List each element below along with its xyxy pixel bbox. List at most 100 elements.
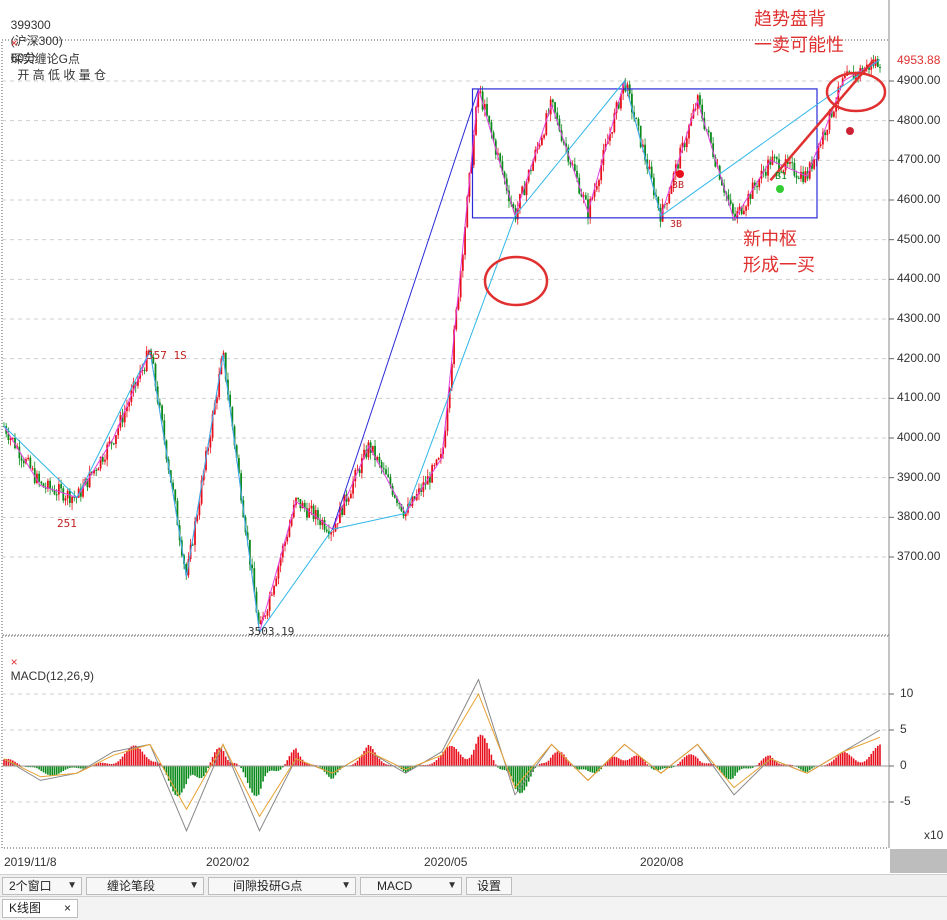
close-macd-icon[interactable]: × [10,655,18,669]
price-panel-border [1,39,890,636]
candle-body [446,408,449,431]
candle-body [277,565,280,579]
close-tab-icon[interactable]: × [63,901,71,915]
candle-body [481,91,484,110]
candle-body [679,147,682,169]
macd-dea-line [3,692,881,818]
candle-body [343,494,346,515]
candle-body [233,426,236,446]
candle-body [670,186,673,194]
tab-kline[interactable]: K线图 × [2,899,78,918]
candle-body [813,159,816,169]
window-count-dropdown[interactable]: 2个窗口 ▼ [2,877,82,895]
candle-body [556,112,559,119]
first-buy-label: B1 [775,171,788,182]
candle-body [753,182,756,187]
horizontal-scrollbar[interactable] [890,849,947,873]
candle-body [584,195,587,200]
candle-body [202,470,205,481]
candle-body [141,369,144,371]
candle-body [437,458,440,460]
candle-body [435,459,438,465]
candle-body [843,75,846,79]
candle-body [266,610,269,616]
candle-body [701,104,704,119]
candle-body [71,496,73,503]
candle-body [93,469,95,474]
candle-body [332,531,335,533]
window-count-label: 2个窗口 [9,879,52,893]
candle-body [104,459,106,462]
candle-body [492,132,495,141]
candle-body [22,460,25,464]
candle-body [231,407,234,427]
candle-body [639,125,642,148]
buy-signal-dot [676,170,684,178]
candle-body [727,194,730,201]
candle-body [235,445,238,458]
candle-body [501,161,504,172]
candle-body [73,496,76,498]
candle-body [79,488,82,497]
candle-body [378,457,381,462]
candle-body [323,520,326,530]
candle-body [475,107,477,135]
annotation-top-line2: 一卖可能性 [754,35,844,56]
macd-dropdown-label: MACD [377,879,413,893]
candle-body [459,270,462,298]
macd-dropdown[interactable]: MACD ▼ [360,877,462,895]
candle-body [407,504,409,513]
indicator-dropdown[interactable]: 间隙投研G点 ▼ [208,877,356,895]
stroke-line [3,59,881,633]
indicator-dropdown-label: 间隙投研G点 [233,879,303,893]
candle-body [404,512,407,517]
candle-body [238,457,240,474]
strokes-dropdown[interactable]: 缠论笔段 ▼ [86,877,204,895]
candle-body [857,72,859,77]
candle-body [587,199,589,219]
candle-body [721,179,723,186]
candle-body [593,189,596,197]
tab-bar: K线图 × [0,896,947,920]
candle-body [281,545,284,558]
candle-body [224,352,227,380]
candle-body [626,84,629,92]
price-tick-label: 4900.00 [897,73,941,87]
candle-body [545,113,548,135]
candle-body [622,82,625,94]
candle-body [617,102,620,109]
settings-button[interactable]: 设置 [466,877,512,895]
candle-body [879,67,881,69]
candle-body [297,497,300,500]
chart-title: 399300 (沪深300) 60分 开 高 低 收 量 仓 [4,4,106,83]
candle-body [648,166,651,169]
tab-kline-label: K线图 [9,901,42,915]
x-tick-label: 2020/05 [424,855,468,869]
candle-body [817,145,820,160]
candle-body [699,95,701,105]
candle-body [532,160,535,171]
kline-chart[interactable] [0,0,947,874]
candle-body [652,177,655,196]
candle-body [677,164,679,169]
macd-panel-border [1,635,890,849]
macd-legend: × MACD(12,26,9) [4,641,94,683]
candle-body [64,498,67,501]
dropdown-arrow-icon: ▼ [341,880,351,891]
candle-body [60,484,62,489]
candle-body [268,595,271,611]
candle-body [598,180,600,187]
price-tick-label: 4800.00 [897,112,941,127]
price-tick-label: 4700.00 [897,152,941,167]
close-indicator-icon[interactable]: × [10,36,18,50]
candle-body [299,499,302,509]
candle-body [82,485,84,497]
candle-body [450,364,453,389]
candle-body [369,442,372,453]
candle-body [516,207,519,220]
candle-body [374,445,376,461]
candle-body [148,350,150,352]
sell-signal-dot [846,127,854,135]
candle-body [832,111,835,117]
candle-body [319,519,322,526]
